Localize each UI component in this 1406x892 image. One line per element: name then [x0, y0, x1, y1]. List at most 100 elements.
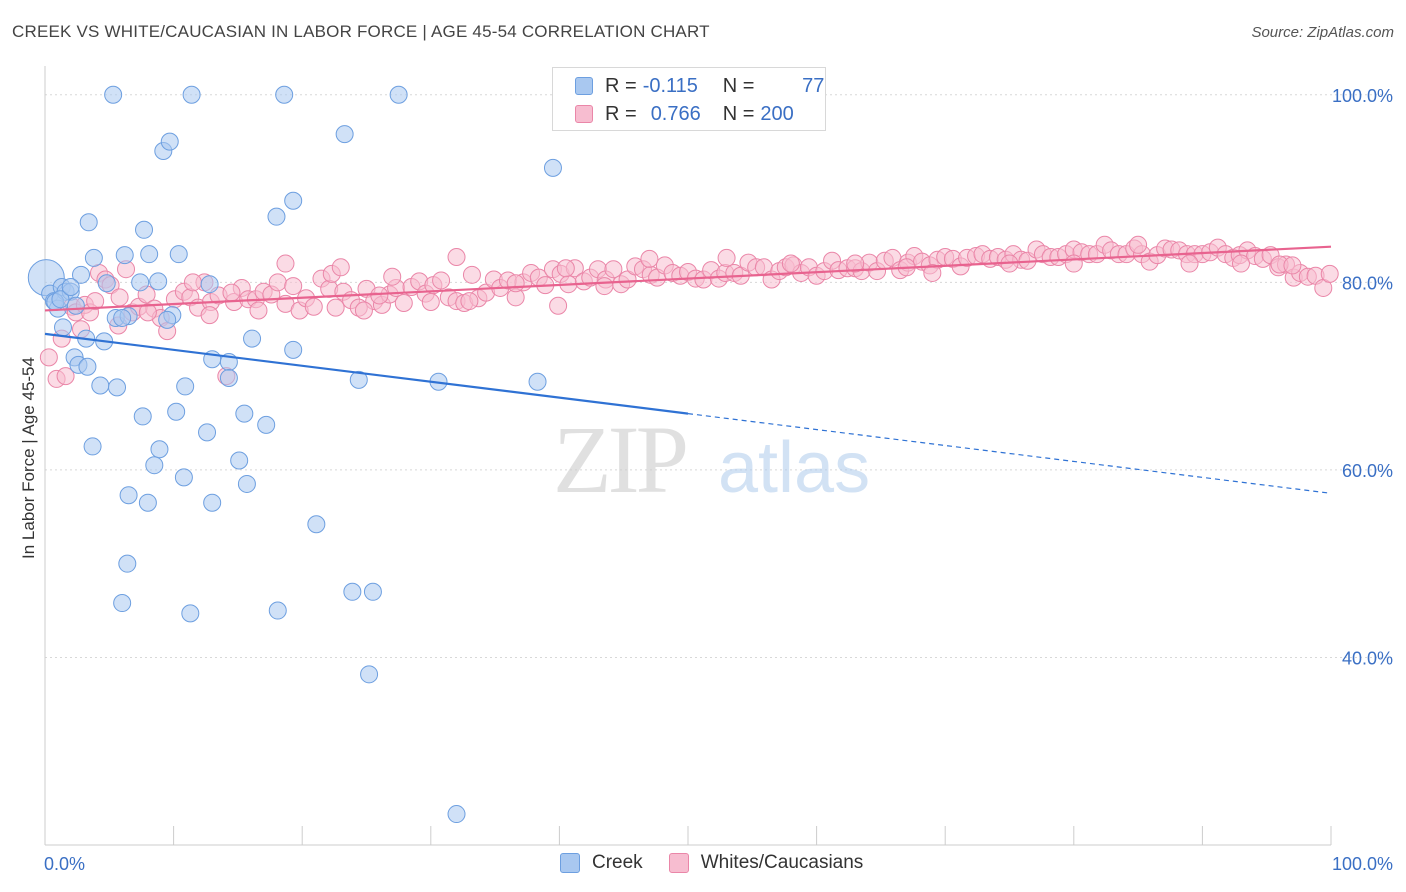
- point-white: [1180, 254, 1199, 273]
- point-creek: [257, 415, 276, 434]
- point-white: [460, 292, 479, 311]
- legend-n-value: 77: [802, 74, 825, 97]
- point-creek: [91, 376, 110, 395]
- point-white: [183, 273, 202, 292]
- point-white: [268, 273, 287, 292]
- legend-n-label: N =: [722, 74, 755, 97]
- point-creek: [349, 370, 368, 389]
- point-creek: [83, 437, 102, 456]
- series-legend: Creek Whites/Caucasians: [560, 852, 889, 874]
- point-white: [421, 293, 440, 312]
- correlation-legend: R = -0.115 N = 77 R = 0.766 N = 200: [552, 67, 826, 131]
- legend-item-creek[interactable]: Creek: [560, 852, 643, 874]
- point-white: [556, 259, 575, 278]
- legend-item-whites-caucasians[interactable]: Whites/Caucasians: [668, 852, 864, 874]
- legend-r-label: R =: [605, 74, 637, 97]
- point-white: [383, 267, 402, 286]
- legend-row-white: R = 0.766 N = 200: [575, 102, 804, 126]
- y-axis-label: In Labor Force | Age 45-54: [19, 357, 38, 559]
- point-creek: [145, 456, 164, 475]
- point-white: [595, 277, 614, 296]
- legend-row-creek: R = -0.115 N = 77: [575, 74, 824, 98]
- point-creek: [235, 404, 254, 423]
- trend-line-creek: [44, 332, 689, 415]
- point-creek: [528, 372, 547, 391]
- y-tick-label: 100.0%: [1332, 86, 1393, 106]
- point-white: [394, 293, 413, 312]
- point-creek: [158, 310, 177, 329]
- point-creek: [198, 423, 217, 442]
- point-creek: [97, 274, 116, 293]
- point-creek: [113, 594, 132, 613]
- point-creek: [363, 582, 382, 601]
- legend-swatch-creek: [575, 77, 593, 95]
- legend-r-value: 0.766: [650, 102, 701, 125]
- point-white: [138, 303, 157, 322]
- point-creek: [200, 275, 219, 294]
- point-creek: [119, 486, 138, 505]
- point-white: [86, 292, 105, 311]
- legend-swatch-creek: [560, 853, 580, 873]
- point-creek: [61, 278, 80, 297]
- grid-lines: [45, 94, 1392, 658]
- point-creek: [284, 340, 303, 359]
- point-creek: [181, 604, 200, 623]
- point-creek: [108, 378, 127, 397]
- point-creek: [176, 377, 195, 396]
- point-creek: [84, 248, 103, 267]
- point-creek: [169, 245, 188, 264]
- point-creek: [118, 554, 137, 573]
- point-creek: [360, 665, 379, 684]
- point-white: [326, 298, 345, 317]
- y-tick-label: 80.0%: [1342, 273, 1393, 293]
- watermark-zip: ZIP: [553, 406, 686, 513]
- point-white: [923, 263, 942, 282]
- trend-lines: [44, 245, 1332, 494]
- axes: [44, 66, 1332, 846]
- point-white: [432, 271, 451, 290]
- point-creek: [307, 515, 326, 534]
- point-creek: [78, 357, 97, 376]
- point-creek: [115, 246, 134, 265]
- point-creek: [160, 132, 179, 151]
- point-white: [370, 286, 389, 305]
- point-creek: [54, 318, 73, 337]
- point-white: [249, 301, 268, 320]
- series-creek: [27, 85, 562, 824]
- point-creek: [140, 245, 159, 264]
- point-creek: [447, 805, 466, 824]
- point-creek: [389, 85, 408, 104]
- point-white: [781, 254, 800, 273]
- chart-title: CREEK VS WHITE/CAUCASIAN IN LABOR FORCE …: [12, 22, 710, 41]
- point-creek: [79, 213, 98, 232]
- point-creek: [267, 207, 286, 226]
- point-white: [39, 348, 58, 367]
- point-white: [110, 288, 129, 307]
- point-white: [200, 306, 219, 325]
- point-creek: [230, 451, 249, 470]
- legend-label-whites-caucasians: Whites/Caucasians: [700, 852, 864, 873]
- source-label[interactable]: Source: ZipAtlas.com: [1251, 24, 1394, 41]
- point-creek: [135, 220, 154, 239]
- point-creek: [149, 272, 168, 291]
- point-creek: [203, 493, 222, 512]
- point-creek: [219, 368, 238, 387]
- point-white: [549, 296, 568, 315]
- point-creek: [66, 296, 85, 315]
- y-tick-label: 40.0%: [1342, 648, 1393, 668]
- legend-label-creek: Creek: [592, 852, 643, 873]
- point-creek: [268, 601, 287, 620]
- point-creek: [243, 329, 262, 348]
- point-creek: [113, 308, 132, 327]
- point-creek: [150, 440, 169, 459]
- point-creek: [138, 493, 157, 512]
- point-white: [447, 247, 466, 266]
- x-tick-label-max: 100.0%: [1332, 854, 1393, 874]
- legend-r-value: -0.115: [642, 74, 698, 97]
- point-white: [604, 260, 623, 279]
- point-white: [284, 277, 303, 296]
- legend-n-label: N =: [722, 102, 755, 125]
- legend-n-value: 200: [760, 102, 794, 125]
- point-white: [1129, 235, 1148, 254]
